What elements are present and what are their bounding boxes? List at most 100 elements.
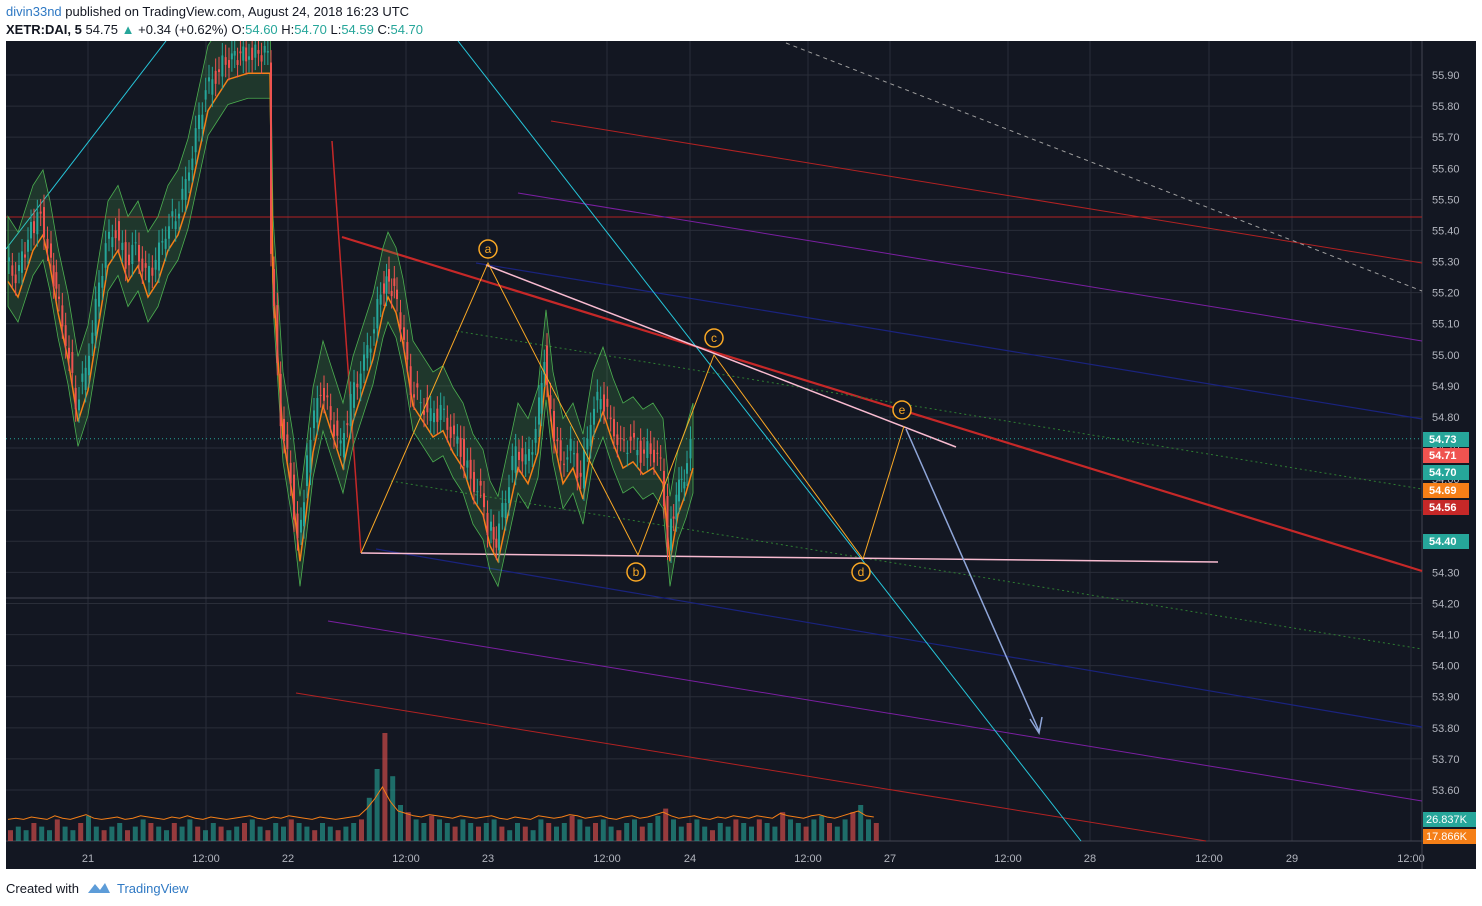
wave-label-c[interactable]: c	[711, 331, 717, 345]
candle-body	[108, 231, 110, 239]
volume-bar	[655, 815, 661, 841]
candle-body	[373, 329, 375, 334]
volume-bar	[327, 826, 333, 841]
wave-label-circle[interactable]	[704, 328, 724, 348]
wave-label-circle[interactable]	[626, 562, 646, 582]
candle-body	[168, 226, 170, 239]
x-tick-label: 28	[1084, 853, 1096, 865]
channel-line-purple-bottom[interactable]	[327, 620, 1423, 802]
price-axis-label-bg	[1423, 432, 1469, 447]
candle-body	[181, 188, 184, 200]
volume-bar	[413, 819, 419, 841]
volume-bar	[429, 815, 435, 841]
candle-body	[359, 373, 362, 389]
projection-arrowhead-icon	[1029, 716, 1043, 735]
candle-body	[141, 258, 144, 272]
channel-line-blue-top[interactable]	[475, 262, 1423, 420]
candle-body	[689, 438, 692, 459]
volume-bar	[671, 819, 676, 841]
chart-panel[interactable]: 21 12:00 22 12:00 23 12:00 24 12:00 27 12:00 28 12:…	[6, 41, 1476, 869]
triangle-upper-line[interactable]	[485, 264, 957, 448]
candle-body	[596, 391, 599, 401]
candle-body	[21, 251, 23, 273]
volume-bar	[577, 819, 583, 841]
volume-bar	[866, 819, 871, 841]
dashed-trendline[interactable]	[785, 42, 1423, 292]
candle-body	[390, 290, 393, 297]
author-link[interactable]: divin33nd	[6, 4, 62, 19]
y-tick-label: 54.00	[1432, 661, 1460, 673]
channel-line-red-bottom[interactable]	[295, 692, 1207, 842]
candle-body	[643, 449, 645, 454]
open-value: 54.60	[245, 22, 278, 37]
candle-body	[211, 79, 214, 95]
candle-body	[263, 45, 266, 53]
symbol-label[interactable]: XETR:DAI, 5	[6, 22, 82, 37]
dotted-channel-bottom[interactable]	[390, 480, 1423, 650]
candle-body	[349, 393, 352, 427]
volume-bar	[710, 830, 715, 841]
candle-body	[583, 449, 585, 489]
x-tick-label: 12:00	[593, 853, 621, 865]
downtrend-line-cyan[interactable]	[457, 41, 1082, 842]
volume-bar	[717, 823, 723, 841]
volume-bar	[374, 769, 380, 841]
candle-body	[228, 60, 230, 68]
candle-body	[188, 172, 190, 181]
candle-body	[492, 527, 495, 540]
wave-label-e[interactable]: e	[899, 403, 906, 417]
candle-body	[629, 436, 632, 441]
candle-body	[540, 383, 543, 414]
volume-bar	[210, 823, 216, 841]
volume-bar	[624, 823, 630, 841]
y-tick-label: 55.90	[1432, 70, 1460, 82]
price-axis-label-bg	[1423, 465, 1469, 480]
x-tick-label: 21	[82, 853, 94, 865]
candle-body	[369, 348, 372, 353]
uptrend-line-cyan[interactable]	[6, 41, 167, 250]
volume-bar	[148, 823, 154, 841]
drop-line[interactable]	[331, 140, 362, 554]
volume-bar	[343, 826, 349, 841]
volume-bar	[226, 830, 232, 841]
channel-line-red-top[interactable]	[550, 120, 1423, 264]
candle-body	[399, 312, 402, 330]
candle-body	[586, 438, 589, 450]
price-chart[interactable]: 21 12:00 22 12:00 23 12:00 24 12:00 27 12:00 28 12:…	[6, 41, 1476, 869]
candle-body	[388, 269, 390, 282]
volume-bar	[733, 819, 739, 841]
volume-bar	[538, 819, 544, 841]
candle-body	[495, 538, 498, 548]
candle-body	[131, 244, 134, 265]
candle-body	[161, 241, 164, 243]
volume-bar	[23, 830, 29, 841]
wave-label-b[interactable]: b	[633, 565, 640, 579]
candle-body	[98, 282, 100, 307]
candle-body	[84, 367, 87, 391]
tradingview-logo-icon[interactable]	[87, 881, 111, 895]
candle-body	[443, 408, 445, 410]
wave-label-a[interactable]: a	[485, 242, 492, 256]
candle-body	[603, 394, 605, 412]
candle-body	[589, 424, 592, 447]
price-axis-label: 54.73	[1429, 434, 1457, 446]
regression-line[interactable]	[341, 235, 1423, 573]
channel-line-blue-bottom[interactable]	[375, 548, 1423, 728]
volume-bar	[125, 830, 130, 841]
wave-label-d[interactable]: d	[858, 565, 865, 579]
x-tick-label: 12:00	[994, 853, 1022, 865]
elliott-wave-path[interactable]	[360, 261, 905, 561]
tradingview-link[interactable]: TradingView	[116, 880, 189, 896]
volume-bar	[8, 830, 13, 841]
dotted-channel-top[interactable]	[455, 330, 1423, 490]
wave-label-circle[interactable]	[892, 400, 912, 420]
wave-label-circle[interactable]	[478, 239, 498, 259]
triangle-lower-line[interactable]	[360, 552, 1219, 563]
x-tick-label: 12:00	[794, 853, 822, 865]
candle-body	[316, 398, 319, 423]
candle-body	[546, 345, 548, 385]
projection-arrow[interactable]	[905, 428, 1040, 732]
wave-label-circle[interactable]	[851, 562, 871, 582]
channel-line-purple-top[interactable]	[517, 192, 1423, 342]
y-tick-label: 53.90	[1432, 692, 1460, 704]
